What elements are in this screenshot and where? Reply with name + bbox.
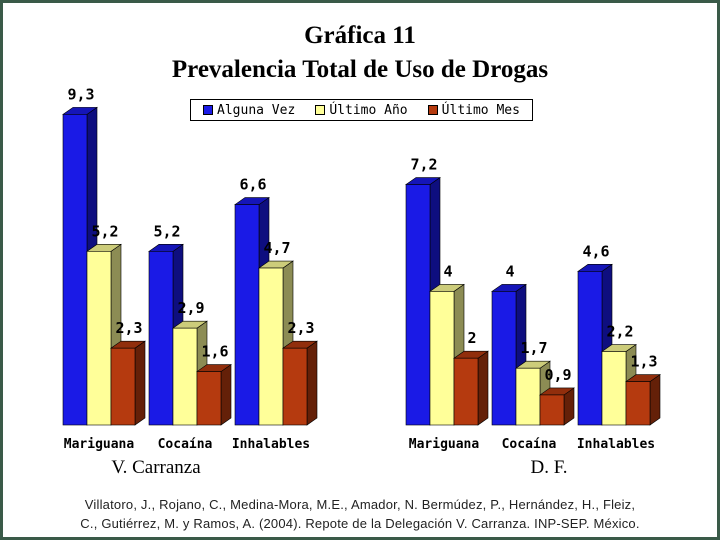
category-label: Mariguana bbox=[409, 437, 480, 452]
bar-df-inhalables-1-value-label: 2,2 bbox=[606, 323, 633, 341]
bar-vcarranza-cocaina-2-side bbox=[220, 363, 232, 426]
bar-vcarranza-cocaina-0-value-label: 5,2 bbox=[153, 222, 180, 240]
legend-item-alguna-vez: Alguna Vez bbox=[203, 103, 295, 118]
bar-df-mariguana-1-value-label: 4 bbox=[443, 262, 452, 280]
category-label: Cocaína bbox=[502, 437, 557, 452]
bar-vcarranza-inhalables-1 bbox=[258, 267, 284, 426]
bar-vcarranza-cocaina-2 bbox=[196, 371, 222, 426]
bar-vcarranza-mariguana-2 bbox=[110, 347, 136, 426]
category-label: Inhalables bbox=[577, 437, 655, 452]
bar-vcarranza-mariguana-2-value-label: 2,3 bbox=[115, 319, 142, 337]
bar-vcarranza-inhalables-0 bbox=[234, 204, 260, 426]
group-label: D. F. bbox=[530, 457, 567, 478]
bar-df-cocaina-2 bbox=[539, 394, 565, 426]
bar-df-mariguana-2-side bbox=[477, 350, 489, 426]
legend-swatch-ultimo-mes bbox=[427, 105, 438, 115]
citation-line-1: Villatoro, J., Rojano, C., Medina-Mora, … bbox=[84, 497, 636, 512]
bar-vcarranza-cocaina-1 bbox=[172, 327, 198, 426]
legend: Alguna Vez Último Año Último Mes bbox=[190, 99, 533, 121]
bar-vcarranza-cocaina-1-value-label: 2,9 bbox=[177, 299, 204, 317]
citation-line-2: C., Gutiérrez, M. y Ramos, A. (2004). Re… bbox=[80, 516, 640, 531]
bar-df-mariguana-1 bbox=[429, 291, 455, 426]
category-label: Inhalables bbox=[232, 437, 310, 452]
bar-df-cocaina-1-value-label: 1,7 bbox=[520, 339, 547, 357]
legend-item-ultimo-mes: Último Mes bbox=[427, 102, 520, 118]
bar-vcarranza-mariguana-2-side bbox=[134, 340, 146, 426]
legend-swatch-alguna-vez bbox=[203, 105, 214, 115]
bar-df-mariguana-0 bbox=[405, 184, 431, 426]
legend-label-alguna-vez: Alguna Vez bbox=[217, 102, 296, 118]
bar-df-cocaina-0 bbox=[491, 291, 517, 426]
bar-vcarranza-inhalables-2 bbox=[282, 347, 308, 426]
legend-label-ultimo-mes: Último Mes bbox=[441, 102, 520, 118]
category-label: Cocaína bbox=[158, 437, 213, 452]
bar-vcarranza-mariguana-1 bbox=[86, 251, 112, 426]
bar-vcarranza-inhalables-2-value-label: 2,3 bbox=[287, 319, 314, 337]
bar-vcarranza-inhalables-1-value-label: 4,7 bbox=[263, 239, 290, 257]
chart-subtitle: Prevalencia Total de Uso de Drogas bbox=[171, 56, 549, 83]
chart-title: Gráfica 11 bbox=[304, 22, 416, 49]
bar-vcarranza-mariguana-0-value-label: 9,3 bbox=[67, 85, 94, 103]
category-label: Mariguana bbox=[64, 437, 135, 452]
bar-vcarranza-mariguana-1-value-label: 5,2 bbox=[91, 222, 118, 240]
legend-swatch-ultimo-ano bbox=[315, 105, 326, 115]
bar-df-inhalables-0-value-label: 4,6 bbox=[582, 242, 609, 260]
bar-df-inhalables-1 bbox=[601, 351, 627, 426]
bar-df-inhalables-2 bbox=[625, 381, 651, 426]
bar-vcarranza-inhalables-2-side bbox=[306, 340, 318, 426]
bar-df-cocaina-2-value-label: 0,9 bbox=[544, 366, 571, 384]
group-label: V. Carranza bbox=[111, 457, 201, 478]
bar-df-mariguana-0-value-label: 7,2 bbox=[410, 156, 437, 174]
legend-item-ultimo-ano: Último Año bbox=[315, 102, 408, 118]
legend-label-ultimo-ano: Último Año bbox=[329, 102, 408, 118]
bar-vcarranza-inhalables-0-value-label: 6,6 bbox=[239, 176, 266, 194]
bar-df-inhalables-2-side bbox=[649, 374, 661, 426]
bar-df-mariguana-2 bbox=[453, 357, 479, 426]
bar-vcarranza-cocaina-0 bbox=[148, 251, 174, 426]
bar-df-cocaina-0-value-label: 4 bbox=[505, 262, 514, 280]
bar-vcarranza-cocaina-2-value-label: 1,6 bbox=[201, 343, 228, 361]
bar-df-inhalables-2-value-label: 1,3 bbox=[630, 353, 657, 371]
bar-df-inhalables-0 bbox=[577, 271, 603, 426]
bar-vcarranza-mariguana-0 bbox=[62, 114, 88, 426]
bar-df-mariguana-2-value-label: 2 bbox=[467, 329, 476, 347]
bar-df-cocaina-1 bbox=[515, 367, 541, 426]
